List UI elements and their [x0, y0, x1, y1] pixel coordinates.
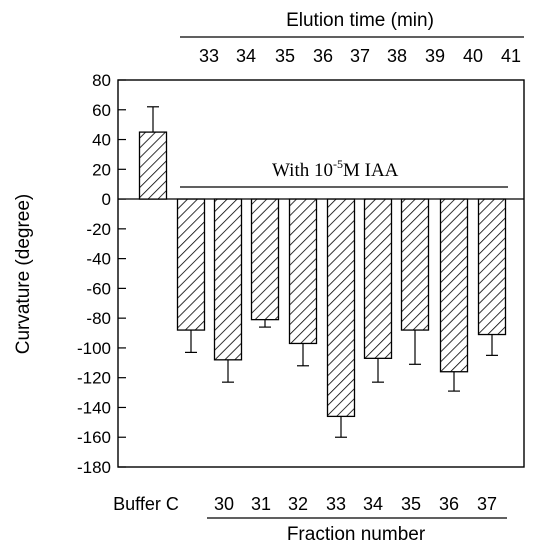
- y-tick-label: -140: [77, 398, 111, 417]
- top-tick-label: 40: [463, 46, 483, 66]
- top-tick-label: 34: [236, 46, 256, 66]
- y-tick-label: 80: [92, 71, 111, 90]
- bar: [213, 198, 243, 361]
- category-label: 36: [439, 494, 459, 514]
- y-tick-label: 20: [92, 160, 111, 179]
- y-tick-label: -60: [86, 279, 111, 298]
- iaa-annotation-prefix: With 10: [272, 160, 333, 181]
- bar: [176, 198, 206, 331]
- top-tick-label: 35: [275, 46, 295, 66]
- y-tick-label: -80: [86, 309, 111, 328]
- top-tick-label: 39: [425, 46, 445, 66]
- bar: [477, 198, 507, 336]
- iaa-annotation-superscript: -5: [333, 157, 343, 171]
- y-tick-label: -180: [77, 458, 111, 477]
- y-tick-label: -40: [86, 250, 111, 269]
- y-tick-label: -20: [86, 220, 111, 239]
- category-label: 33: [326, 494, 346, 514]
- category-label: 34: [363, 494, 383, 514]
- top-tick-label: 33: [199, 46, 219, 66]
- bar: [288, 198, 318, 345]
- x-axis-label: Fraction number: [287, 524, 426, 545]
- category-label: 37: [477, 494, 497, 514]
- category-label: 30: [214, 494, 234, 514]
- top-tick-label: 38: [387, 46, 407, 66]
- y-axis-ticks: 80 60 40 20 0 -20 -40 -60 -80 -100 -120 -140 -160 -18…: [77, 71, 126, 477]
- y-tick-label: 60: [92, 101, 111, 120]
- category-label: Buffer C: [113, 494, 179, 514]
- iaa-annotation-suffix: M IAA: [343, 160, 399, 181]
- category-labels: Buffer C 30 31 32 33 34 35 36 37: [113, 494, 497, 514]
- y-tick-label: 40: [92, 131, 111, 150]
- top-tick-label: 41: [501, 46, 521, 66]
- y-axis-label: Curvature (degree): [13, 194, 34, 355]
- bar: [439, 198, 469, 373]
- bar: [326, 198, 356, 418]
- bar: [400, 198, 430, 331]
- y-tick-label: -100: [77, 339, 111, 358]
- top-tick-label: 36: [313, 46, 333, 66]
- y-tick-label: -120: [77, 369, 111, 388]
- top-tick-labels: 33 34 35 36 37 38 39 40 41: [199, 46, 521, 66]
- top-axis-label: Elution time (min): [286, 10, 434, 31]
- category-label: 31: [251, 494, 271, 514]
- bar: [138, 131, 168, 200]
- bar: [363, 198, 393, 359]
- category-label: 32: [288, 494, 308, 514]
- bars: [138, 106, 507, 438]
- category-label: 35: [401, 494, 421, 514]
- y-tick-label: 0: [102, 190, 111, 209]
- iaa-annotation: With 10-5M IAA: [272, 157, 399, 181]
- plot-frame: [117, 79, 525, 468]
- y-tick-label: -160: [77, 428, 111, 447]
- top-tick-label: 37: [350, 46, 370, 66]
- bar: [250, 198, 280, 321]
